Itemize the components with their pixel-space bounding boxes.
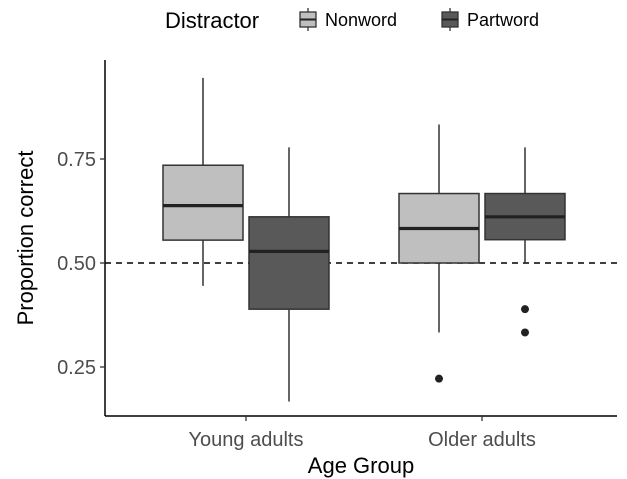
- box-rect: [248, 216, 330, 310]
- legend-entry-partword: Partword: [441, 8, 539, 31]
- y-axis-title: Proportion correct: [13, 151, 38, 326]
- x-axis-title: Age Group: [308, 453, 414, 478]
- legend-entry-nonword: Nonword: [299, 8, 397, 31]
- x-axis-ticks: Young adults Older adults: [189, 416, 536, 451]
- box-partword-young: [248, 147, 330, 402]
- x-tick-label: Young adults: [189, 429, 304, 451]
- x-tick-label: Older adults: [428, 429, 536, 451]
- box-partword-older: [484, 147, 566, 337]
- y-axis-ticks: 0.25 0.50 0.75: [57, 149, 105, 379]
- y-tick-label: 0.25: [57, 357, 96, 379]
- outlier-point: [435, 374, 443, 383]
- legend: Distractor Nonword Partword: [165, 8, 539, 33]
- legend-title: Distractor: [165, 8, 259, 33]
- box-rect: [162, 164, 244, 241]
- legend-label: Nonword: [325, 10, 397, 30]
- legend-label: Partword: [467, 10, 539, 30]
- box-nonword-older: [398, 124, 480, 383]
- plot-area: [105, 77, 617, 402]
- y-tick-label: 0.75: [57, 149, 96, 171]
- outlier-point: [521, 328, 529, 337]
- outlier-point: [521, 305, 529, 314]
- box-nonword-young: [162, 77, 244, 286]
- y-tick-label: 0.50: [57, 253, 96, 275]
